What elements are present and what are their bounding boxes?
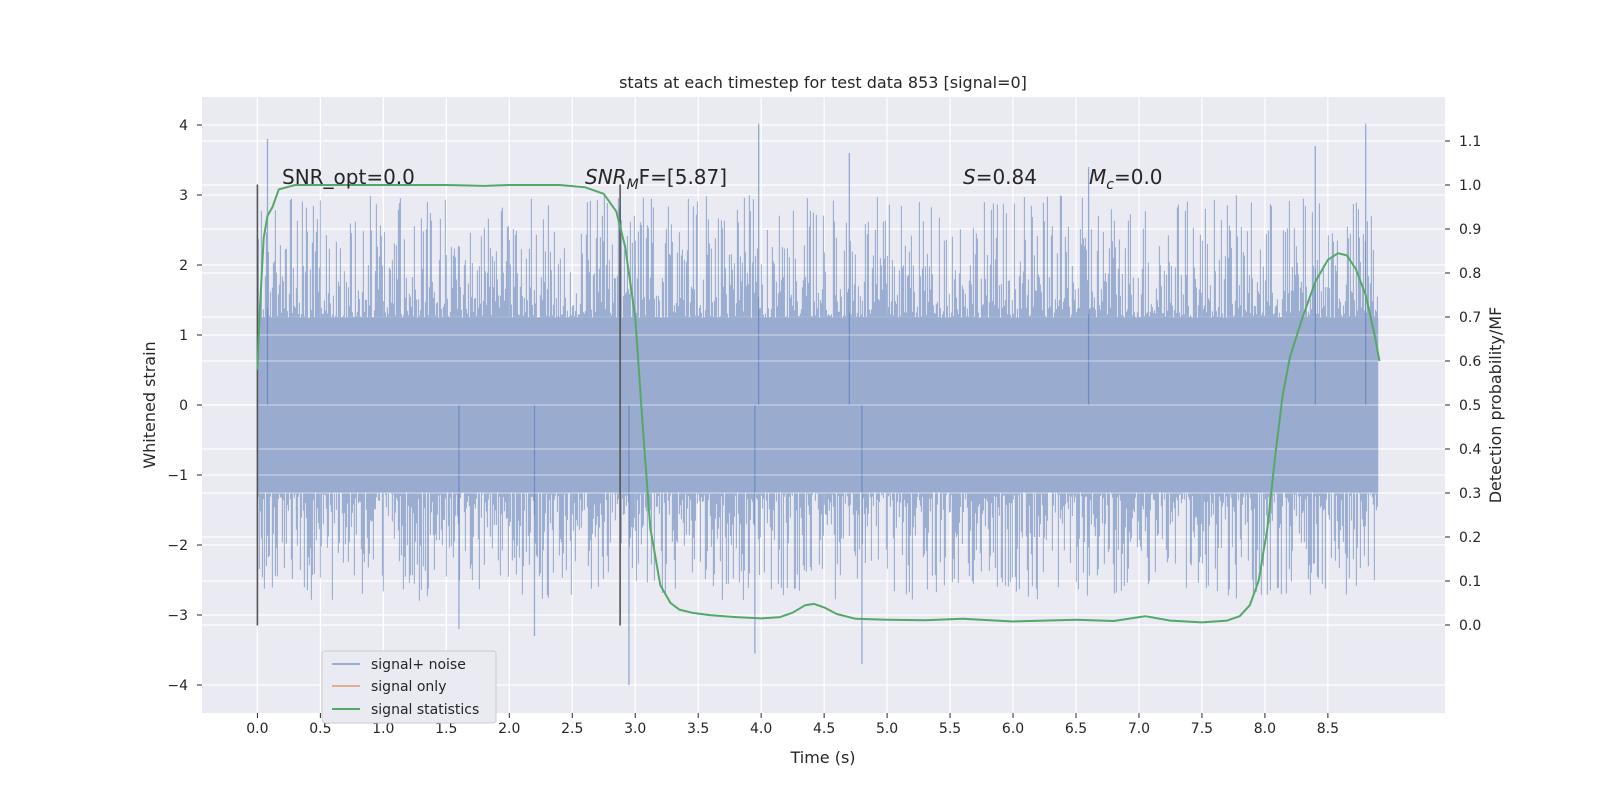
left-y-tick-label: −4 bbox=[167, 678, 188, 694]
right-y-tick-labels: 0.0 0.1 0.2 0.3 0.4 0.5 0.6 0.7 0.8 0.9 1.0 1.1 bbox=[1445, 134, 1481, 634]
annotation-snr-mf: SNRMF=[5.87] bbox=[585, 165, 727, 193]
annotation-mc-sub: c bbox=[1106, 177, 1114, 193]
annotation-s: S=0.84 bbox=[963, 165, 1037, 189]
x-tick-labels: 0.0 0.5 1.0 1.5 2.0 2.5 3.0 3.5 4.0 4.5 5.0 5.5 6.0 6… bbox=[246, 713, 1339, 737]
annotation-snr-mf-main: SNR bbox=[585, 165, 627, 189]
x-tick-label: 8.0 bbox=[1254, 721, 1276, 737]
right-y-tick-label: 1.1 bbox=[1459, 134, 1481, 150]
right-y-tick-label: 0.2 bbox=[1459, 530, 1481, 546]
right-y-tick-label: 0.8 bbox=[1459, 266, 1481, 282]
x-tick-label: 3.0 bbox=[624, 721, 646, 737]
marker-lines bbox=[256, 184, 621, 626]
left-y-tick-label: 4 bbox=[179, 118, 188, 134]
right-y-tick-label: 0.1 bbox=[1459, 574, 1481, 590]
signal-statistics-trace bbox=[256, 184, 1381, 624]
right-y-axis-label: Detection probability/MF bbox=[1486, 307, 1505, 504]
right-y-tick-label: 0.0 bbox=[1459, 618, 1481, 634]
x-tick-label: 2.0 bbox=[498, 721, 520, 737]
annotation-snr-opt: SNR_opt=0.0 bbox=[282, 165, 415, 189]
left-y-tick-label: 3 bbox=[179, 188, 188, 204]
left-y-tick-label: −1 bbox=[167, 468, 188, 484]
x-tick-label: 4.5 bbox=[813, 721, 835, 737]
x-tick-label: 8.5 bbox=[1317, 721, 1339, 737]
x-tick-label: 0.0 bbox=[246, 721, 268, 737]
left-y-tick-label: −3 bbox=[167, 608, 188, 624]
right-y-tick-label: 1.0 bbox=[1459, 178, 1481, 194]
left-y-tick-labels: −4 −3 −2 −1 0 1 2 3 4 bbox=[167, 118, 202, 694]
annotation-mc: Mc=0.0 bbox=[1089, 165, 1163, 193]
x-tick-label: 1.5 bbox=[435, 721, 457, 737]
left-y-tick-label: 0 bbox=[179, 398, 188, 414]
x-tick-label: 7.5 bbox=[1191, 721, 1213, 737]
x-tick-label: 4.0 bbox=[750, 721, 772, 737]
legend-label-signal-statistics: signal statistics bbox=[371, 702, 479, 718]
annotation-snr-mf-sub: M bbox=[627, 177, 639, 193]
annotation-snr-mf-rest: F=[5.87] bbox=[639, 165, 727, 189]
x-axis-label: Time (s) bbox=[789, 748, 855, 767]
x-tick-label: 6.5 bbox=[1065, 721, 1087, 737]
right-y-tick-label: 0.7 bbox=[1459, 310, 1481, 326]
right-y-tick-label: 0.6 bbox=[1459, 354, 1481, 370]
series-line-signal-statistics bbox=[256, 184, 1381, 624]
annotation-s-var: S bbox=[963, 165, 976, 189]
chart-title: stats at each timestep for test data 853… bbox=[619, 73, 1027, 92]
legend-label-signal-noise: signal+ noise bbox=[371, 657, 466, 673]
x-tick-label: 0.5 bbox=[309, 721, 331, 737]
annotation-s-value: =0.84 bbox=[976, 165, 1037, 189]
left-y-tick-label: 2 bbox=[179, 258, 188, 274]
annotation-mc-var: M bbox=[1089, 165, 1106, 189]
legend-label-signal-only: signal only bbox=[371, 679, 446, 695]
x-tick-label: 3.5 bbox=[687, 721, 709, 737]
annotation-mc-value: =0.0 bbox=[1114, 165, 1163, 189]
signal-plus-noise-trace bbox=[256, 123, 1379, 685]
x-tick-label: 5.5 bbox=[939, 721, 961, 737]
legend: signal+ noise signal only signal statist… bbox=[321, 650, 497, 724]
x-tick-label: 5.0 bbox=[876, 721, 898, 737]
legend-box bbox=[321, 650, 497, 724]
right-y-tick-label: 0.5 bbox=[1459, 398, 1481, 414]
left-y-tick-label: −2 bbox=[167, 538, 188, 554]
right-y-tick-label: 0.3 bbox=[1459, 486, 1481, 502]
right-y-tick-label: 0.9 bbox=[1459, 222, 1481, 238]
right-y-tick-label: 0.4 bbox=[1459, 442, 1481, 458]
x-tick-label: 1.0 bbox=[372, 721, 394, 737]
x-tick-label: 2.5 bbox=[561, 721, 583, 737]
left-y-tick-label: 1 bbox=[179, 328, 188, 344]
x-tick-label: 6.0 bbox=[1002, 721, 1024, 737]
left-y-axis-label: Whitened strain bbox=[140, 341, 159, 468]
x-tick-label: 7.0 bbox=[1128, 721, 1150, 737]
